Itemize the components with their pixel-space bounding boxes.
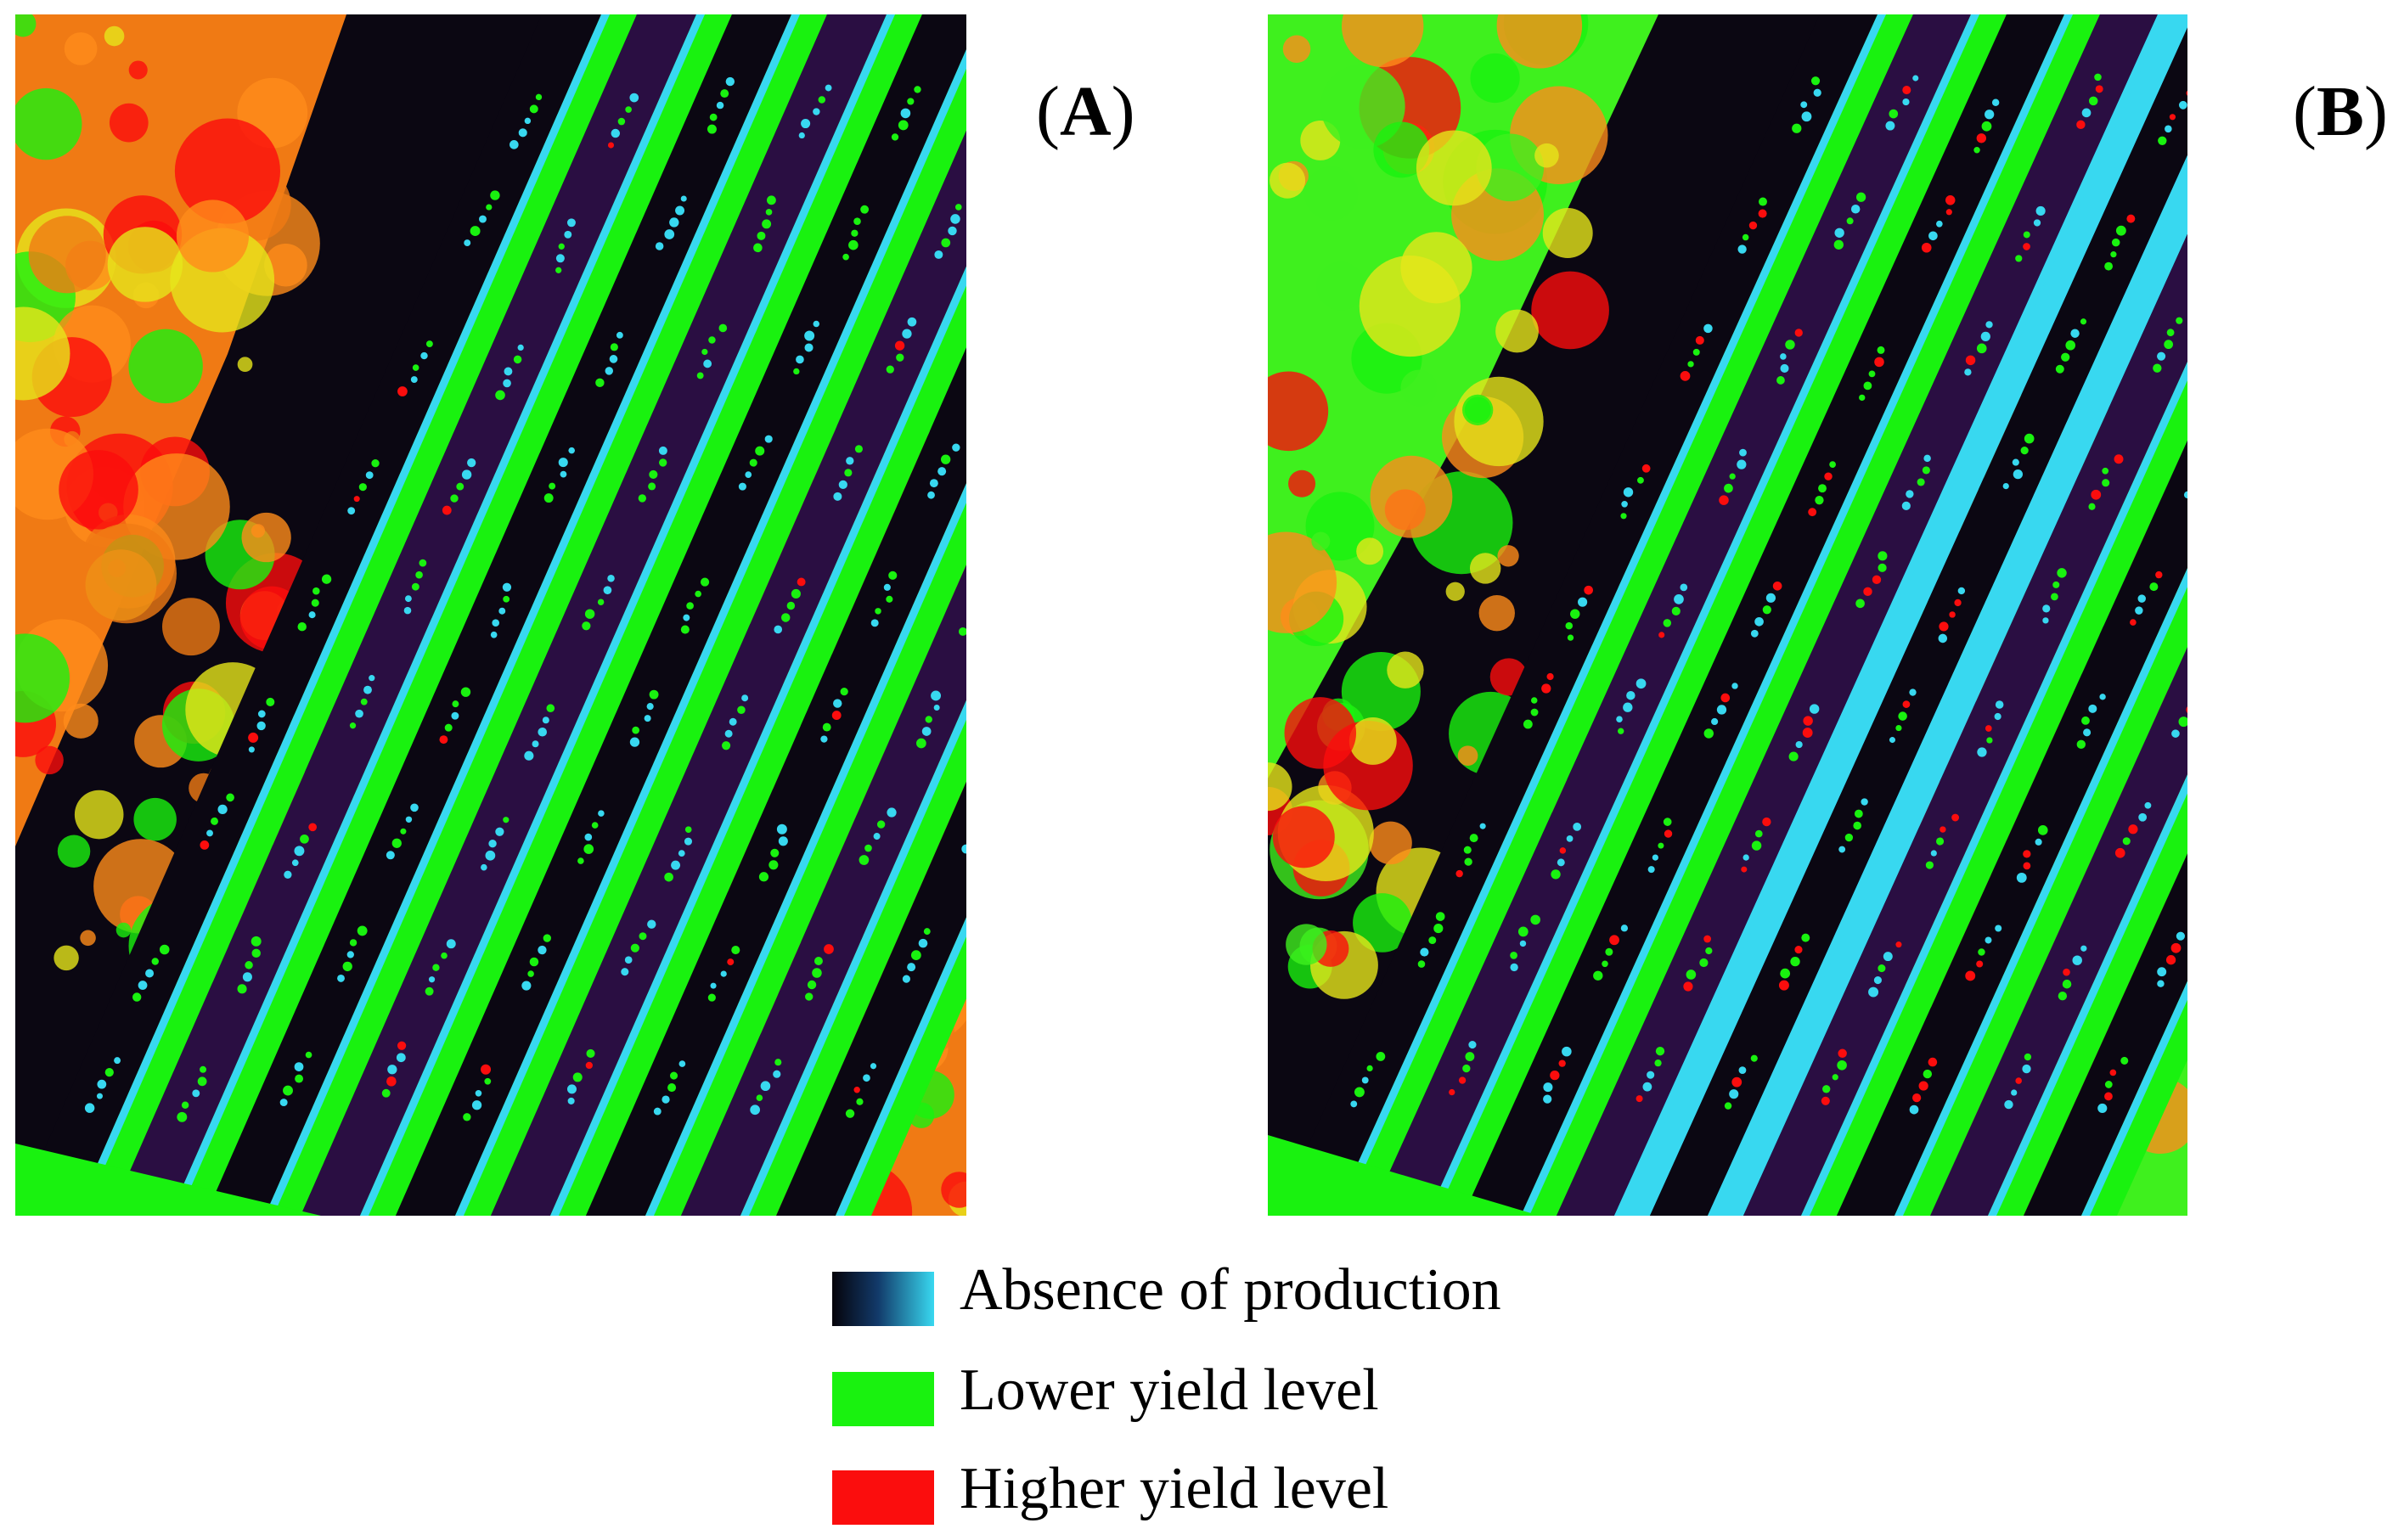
panel-letter-a: A <box>1059 72 1112 151</box>
field-bottom <box>1268 1135 1540 1216</box>
legend-label-absence: Absence of production <box>960 1257 1501 1323</box>
legend-swatch-higher-yield <box>832 1470 934 1525</box>
legend-item-lower-yield: Lower yield level <box>832 1357 1596 1426</box>
legend-item-absence: Absence of production <box>832 1256 1596 1326</box>
orchard-rows <box>15 14 966 1216</box>
aerial-map-panel-a <box>15 14 966 1216</box>
panel-label-b: (B) <box>2293 72 2388 151</box>
legend-label-lower-yield: Lower yield level <box>960 1357 1379 1423</box>
aerial-map-panel-b <box>1268 14 2187 1216</box>
legend-item-higher-yield: Higher yield level <box>832 1455 1596 1525</box>
field-bottom <box>15 1144 321 1216</box>
legend-swatch-absence <box>832 1272 934 1326</box>
yield-map-a <box>15 14 966 1216</box>
legend-swatch-lower-yield <box>832 1372 934 1426</box>
panel-letter-b: B <box>2316 72 2365 151</box>
panel-label-a: (A) <box>1036 72 1135 151</box>
legend-label-higher-yield: Higher yield level <box>960 1456 1389 1521</box>
yield-map-b <box>1268 14 2187 1216</box>
orchard-rows <box>1276 14 2187 1216</box>
